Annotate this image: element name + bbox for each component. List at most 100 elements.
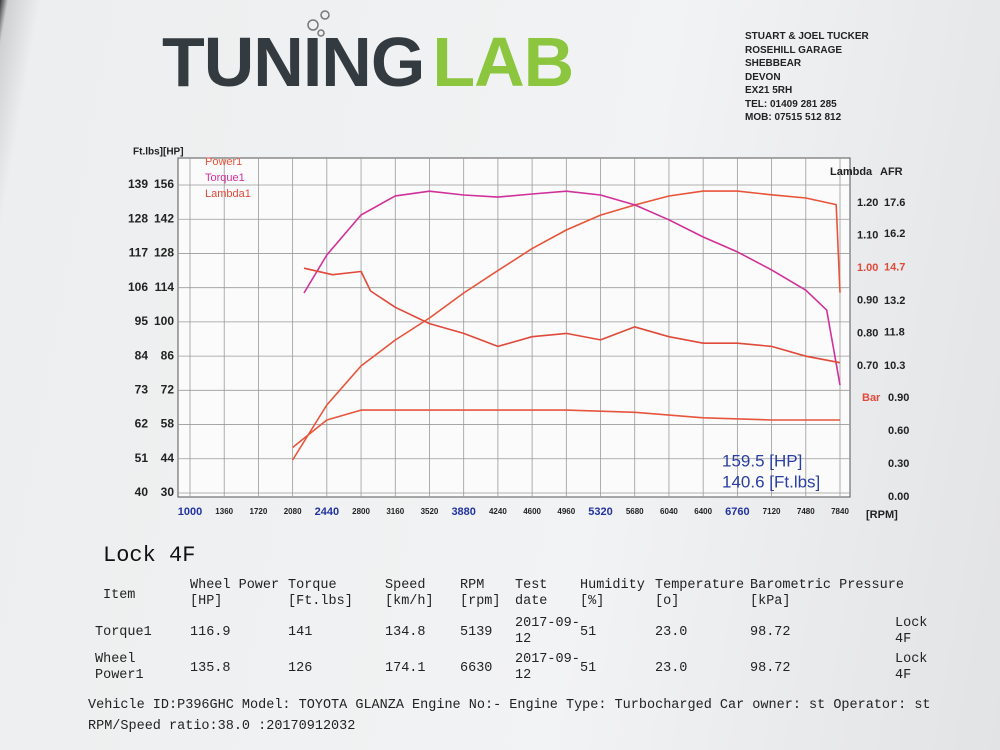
y3-tick-label: 1.00 [857, 262, 878, 274]
series-line [303, 190, 841, 386]
table-header: Item [103, 588, 136, 603]
address-line: MOB: 07515 512 812 [745, 112, 842, 123]
y-tick-label: 128 [154, 246, 174, 260]
annotation: 140.6 [Ft.lbs] [722, 472, 820, 491]
table-header: Speed [km/h] [385, 578, 434, 609]
y2-tick-label: 95 [135, 314, 149, 328]
x-tick-label: 6400 [694, 507, 712, 516]
table-cell: 5139 [460, 625, 493, 640]
y2-tick-label: 128 [128, 211, 148, 225]
y4-tick-label: 17.6 [884, 197, 905, 209]
plot-area [177, 157, 851, 498]
table-header: RPM [rpm] [460, 578, 501, 609]
x-tick-label: 3880 [451, 506, 475, 518]
table-cell: Lock 4F [895, 652, 928, 683]
table-cell: 51 [580, 625, 597, 640]
y-tick-label: 114 [155, 280, 175, 294]
y5-tick-label: 0.30 [888, 458, 909, 470]
address-line: ROSEHILL GARAGE [745, 44, 843, 56]
table-cell: 141 [288, 625, 313, 640]
y-tick-label: 72 [161, 383, 175, 397]
table-cell: Lock 4F [895, 616, 928, 647]
y3-tick-label: 0.80 [857, 327, 878, 339]
x-tick-label: 3520 [421, 507, 439, 516]
table-cell: 2017-09-12 [515, 652, 580, 683]
y2-tick-label: 84 [135, 348, 149, 362]
x-tick-label: 2440 [315, 506, 339, 518]
y2-tick-label: 139 [128, 177, 148, 191]
x-tick-label: 6040 [660, 507, 678, 516]
table-cell: 174.1 [385, 661, 426, 676]
footer: Vehicle ID:P396GHC Model: TOYOTA GLANZA … [88, 698, 931, 734]
x-axis-label: [RPM] [866, 509, 898, 521]
y4-axis-label: AFR [880, 166, 903, 178]
address-line: STUART & JOEL TUCKER [745, 31, 869, 42]
y-axis-label: Ft.lbs][HP] [133, 147, 184, 158]
table-cell: 134.8 [385, 625, 426, 640]
table-header: Torque [Ft.lbs] [288, 578, 353, 609]
table-cell: 135.8 [190, 661, 231, 676]
y2-tick-label: 117 [129, 246, 149, 260]
logo: TUNING LAB [162, 22, 574, 102]
logo-text: TUNING [162, 23, 425, 101]
y2-tick-label: 73 [135, 383, 149, 397]
x-tick-label: 2080 [284, 507, 302, 516]
x-tick-label: 5320 [588, 506, 612, 518]
x-tick-label: 5680 [626, 507, 644, 516]
series-line [303, 267, 841, 364]
table-header: Humidity [%] [580, 578, 645, 609]
table-cell: 98.72 [750, 661, 791, 676]
x-tick-label: 4960 [557, 507, 575, 516]
table-header: Wheel Power [HP] [190, 578, 280, 609]
address-line: SHEBBEAR [745, 58, 802, 69]
y4-tick-label: 10.3 [884, 360, 905, 372]
table-cell: 6630 [460, 661, 493, 676]
x-tick-label: 7840 [831, 507, 849, 516]
table-cell: 126 [288, 661, 313, 676]
y-tick-label: 58 [161, 417, 175, 431]
table-title: Lock 4F [103, 543, 196, 568]
table-header: Test date [515, 578, 548, 609]
gear-icon [307, 10, 330, 37]
y3-tick-label: 0.70 [857, 360, 878, 372]
legend-entry: Power1 [205, 156, 242, 168]
table-cell: 23.0 [655, 661, 688, 676]
table-header: Temperature [o] [655, 578, 745, 609]
logo-text: LAB [432, 23, 574, 101]
series-line [292, 409, 840, 449]
y3-tick-label: 1.20 [857, 197, 878, 209]
x-tick-label: 1720 [250, 507, 268, 516]
series-line [291, 190, 841, 461]
y2-tick-label: 51 [135, 451, 149, 465]
x-tick-label: 6760 [725, 506, 749, 518]
y2-tick-label: 62 [135, 417, 149, 431]
table-cell: 98.72 [750, 625, 791, 640]
table-cell: Torque1 [95, 625, 152, 640]
legend-entry: Lambda1 [205, 188, 251, 200]
y4-tick-label: 13.2 [884, 295, 905, 307]
y-tick-label: 142 [154, 211, 174, 225]
y-tick-label: 100 [154, 314, 174, 328]
y4-tick-label: 14.7 [884, 262, 905, 274]
x-tick-label: 1000 [178, 506, 202, 518]
y-tick-label: 30 [161, 485, 175, 499]
address: STUART & JOEL TUCKER ROSEHILL GARAGE SHEBB… [745, 30, 869, 125]
annotation: 159.5 [HP] [722, 451, 802, 470]
y5-tick-label: 0.60 [888, 425, 909, 437]
table-cell: 116.9 [190, 625, 231, 640]
y2-tick-label: 40 [135, 485, 149, 499]
y-tick-label: 44 [161, 451, 175, 465]
x-tick-label: 3160 [386, 507, 404, 516]
y-tick-label: 156 [154, 177, 174, 191]
x-tick-label: 4240 [489, 507, 507, 516]
table-cell: 51 [580, 661, 597, 676]
address-line: TEL: 01409 281 285 [745, 98, 837, 110]
y-tick-label: 86 [161, 348, 175, 362]
table-cell: 2017-09-12 [515, 616, 580, 647]
y4-tick-label: 16.2 [884, 228, 905, 240]
table-header: Barometric Pressure [kPa] [750, 578, 904, 609]
y2-tick-label: 106 [128, 280, 148, 294]
address-line: DEVON [745, 71, 781, 83]
table-cell: 23.0 [655, 625, 688, 640]
